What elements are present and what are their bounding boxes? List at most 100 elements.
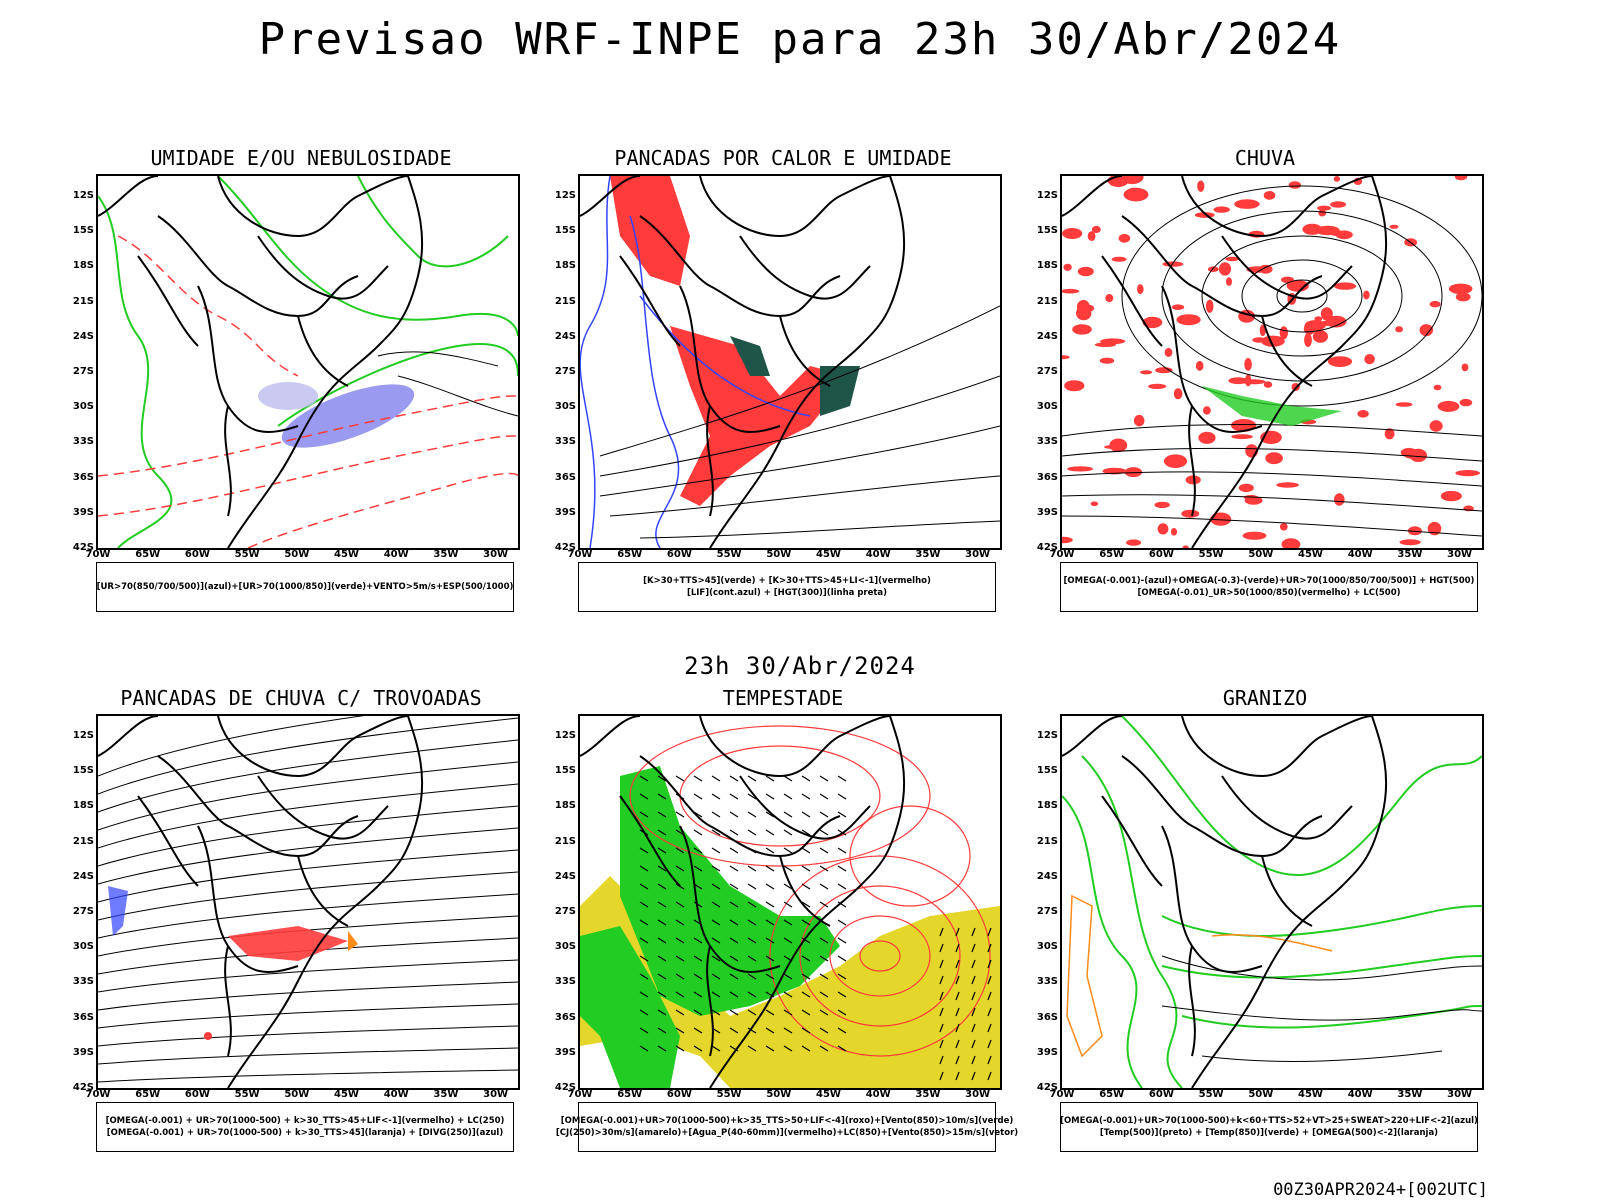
legend-box: [OMEGA(-0.001) + UR>70(1000-500) + k>30_…: [96, 1102, 514, 1152]
wind-vector: [729, 955, 739, 962]
panel-title: UMIDADE E/OU NEBULOSIDADE: [150, 146, 452, 170]
wind-vector: [693, 973, 703, 980]
wind-vector: [819, 1045, 829, 1052]
wind-vector: [819, 865, 829, 872]
legend-line: [K>30+TTS>45](verde) + [K>30+TTS>45+LI<-…: [643, 576, 931, 586]
lat-label: 12S: [1036, 730, 1058, 741]
rain-area: [1244, 358, 1252, 371]
wind-vector: [939, 959, 944, 969]
wind-vector: [675, 1045, 685, 1052]
rain-area: [1105, 294, 1114, 303]
wind-vector: [747, 955, 757, 962]
wind-vector: [747, 991, 757, 998]
lat-label: 39S: [1036, 1046, 1058, 1058]
lat-label: 21S: [1036, 835, 1058, 847]
wind-vector: [837, 973, 847, 980]
lon-label: 65W: [135, 1089, 161, 1100]
rain-area: [1334, 493, 1345, 506]
wind-vector: [819, 847, 829, 854]
streamline: [98, 1025, 518, 1047]
legend-box: [OMEGA(-0.001)+UR>70(1000-500)+k<60+TTS>…: [1060, 1102, 1478, 1152]
panel-title: CHUVA: [1234, 146, 1296, 170]
wind-vector: [675, 811, 685, 818]
wind-vector: [729, 829, 739, 836]
wind-vector: [939, 1071, 944, 1081]
legend-line: [Temp(500)](preto) + [Temp(850)](verde) …: [1099, 1128, 1439, 1138]
wind-vector: [783, 991, 793, 998]
lon-label: 50W: [1248, 1089, 1274, 1100]
legend-line: [LIF](cont.azul) + [HGT(300)](linha pret…: [686, 588, 888, 598]
wind-vector: [819, 973, 829, 980]
wind-vector: [747, 1027, 757, 1034]
rain-area: [1210, 512, 1232, 526]
rain-area: [1181, 509, 1200, 518]
panel-title: PANCADAS POR CALOR E UMIDADE: [614, 146, 952, 170]
lat-label: 39S: [1036, 506, 1058, 518]
border-line: [1121, 215, 1323, 318]
lon-label: 35W: [433, 549, 459, 560]
rain-area: [1111, 256, 1127, 262]
wind-vector: [765, 829, 775, 836]
lat-label: 15S: [554, 765, 576, 777]
border-line: [224, 405, 232, 517]
border-line: [137, 255, 199, 347]
wind-vector: [987, 1071, 992, 1081]
wind-vector: [657, 901, 667, 908]
rain-area: [1142, 316, 1163, 329]
streamline: [98, 849, 518, 903]
wind-vector: [693, 955, 703, 962]
wind-vector: [939, 927, 944, 937]
wind-vector: [819, 793, 829, 800]
streamline: [98, 739, 518, 813]
wind-vector: [675, 1009, 685, 1016]
lon-label: 65W: [1099, 1089, 1125, 1100]
wind-vector: [729, 775, 739, 782]
overlay: [98, 176, 518, 548]
lat-label: 18S: [72, 260, 94, 272]
border-line: [1261, 855, 1313, 927]
lat-label: 33S: [1036, 436, 1058, 448]
lat-label: 36S: [554, 471, 576, 483]
map-svg: [98, 716, 518, 1088]
rain-area: [1126, 539, 1142, 546]
wind-vector: [675, 991, 685, 998]
lon-label: 55W: [716, 549, 742, 560]
legend-box: [OMEGA(-0.001)+UR>70(1000-500)+k>35_TTS>…: [556, 1102, 1018, 1152]
rain-area: [1242, 531, 1267, 540]
streamline: [98, 761, 518, 831]
rain-area: [1357, 410, 1369, 418]
wind-vector: [939, 1023, 944, 1033]
border-line: [227, 716, 424, 1088]
lat-label: 24S: [554, 870, 576, 882]
wind-vector: [675, 937, 685, 944]
border-line: [224, 945, 232, 1057]
legend-box: [UR>70(850/700/500)](azul)+[UR>70(1000/8…: [96, 562, 514, 612]
lat-label: 18S: [72, 800, 94, 812]
lon-label: 50W: [766, 1089, 792, 1100]
wind-vector: [837, 883, 847, 890]
rain-area: [1176, 314, 1201, 326]
wind-vector: [955, 1071, 960, 1081]
wind-vector: [765, 1009, 775, 1016]
streamline: [98, 827, 518, 885]
rain-area: [1440, 490, 1462, 502]
overlay: [98, 716, 518, 1083]
lat-label: 21S: [1036, 295, 1058, 307]
rain-area: [1261, 335, 1285, 347]
wind-vector: [765, 955, 775, 962]
streamline: [98, 1047, 518, 1065]
wind-vector: [693, 901, 703, 908]
lon-label: 50W: [284, 549, 310, 560]
wind-vector: [765, 1045, 775, 1052]
wind-vector: [693, 847, 703, 854]
wind-vector: [711, 865, 721, 872]
border-line: [1191, 176, 1388, 548]
lon-label: 40W: [865, 549, 891, 560]
rain-area: [1090, 501, 1099, 507]
wind-vector: [801, 1027, 811, 1034]
lon-label: 50W: [284, 1089, 310, 1100]
lon-label: 70W: [85, 549, 111, 560]
lon-label: 45W: [334, 1089, 359, 1100]
wind-vector: [693, 793, 703, 800]
map-svg: [1062, 716, 1482, 1088]
